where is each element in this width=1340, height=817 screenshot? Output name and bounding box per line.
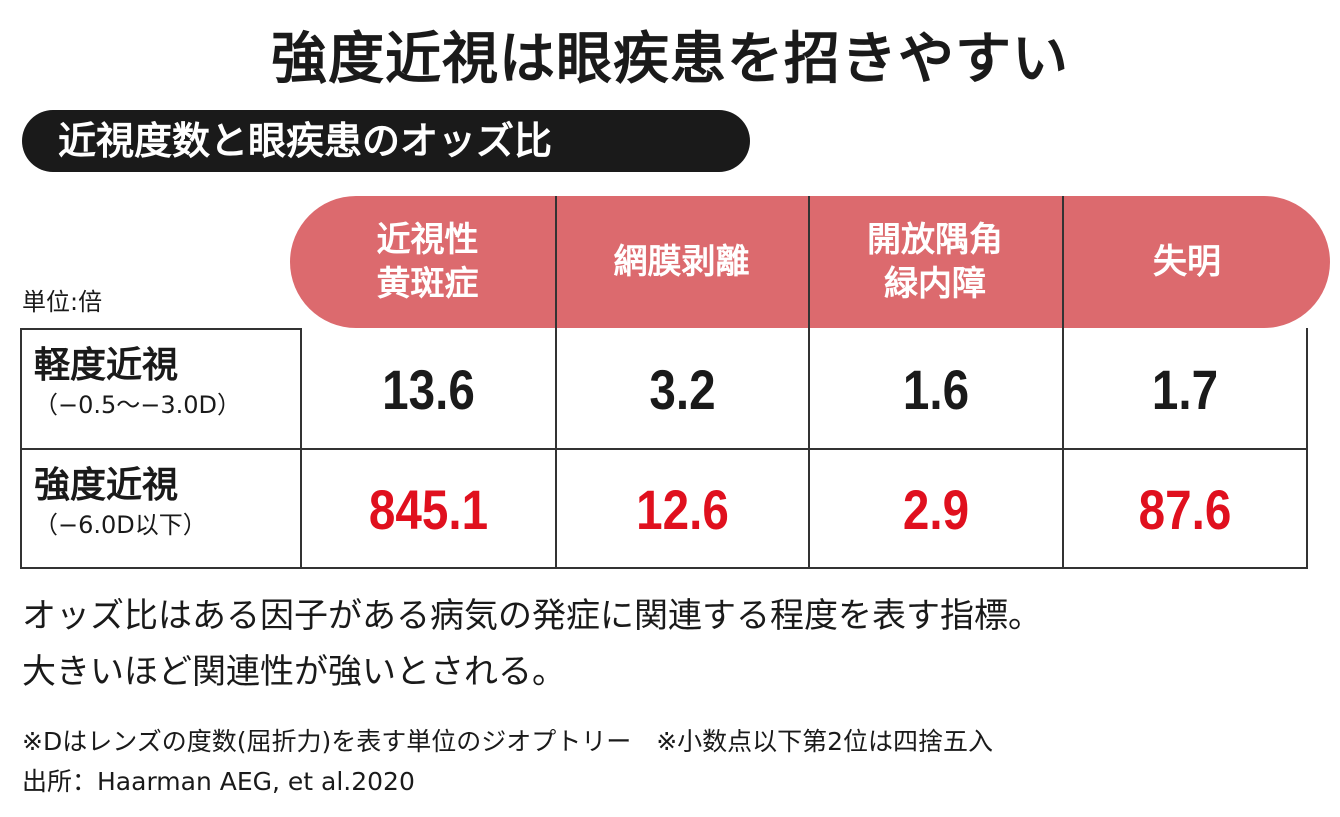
subtitle-banner: 近視度数と眼疾患のオッズ比: [22, 110, 750, 172]
row-label: 強度近視: [34, 465, 179, 506]
cell-value: 1.7: [1151, 357, 1219, 421]
column-header: 開放隅角 緑内障: [867, 220, 1003, 304]
page-title: 強度近視は眼疾患を招きやすい: [271, 27, 1069, 92]
footnote: ※Dはレンズの度数(屈折力)を表す単位のジオプトリー ※小数点以下第2位は四捨五…: [22, 727, 994, 756]
cell-value: 87.6: [1138, 477, 1232, 541]
row-label-mild: 軽度近視 （−0.5〜−3.0D）: [34, 344, 241, 422]
divider: [808, 196, 810, 568]
divider: [20, 328, 300, 330]
column-header: 失明: [1153, 242, 1221, 282]
row-sublabel: （−0.5〜−3.0D）: [34, 391, 242, 419]
source: 出所：Haarman AEG, et al.2020: [22, 767, 415, 796]
row-sublabel: （−6.0D以下）: [34, 511, 207, 539]
cell-value: 13.6: [382, 357, 475, 421]
unit-label: 単位:倍: [22, 288, 103, 316]
explanation-note: オッズ比はある因子がある病気の発症に関連する程度を表す指標。 大きいほど関連性が…: [22, 588, 1042, 700]
note-line: オッズ比はある因子がある病気の発症に関連する程度を表す指標。: [22, 596, 1042, 636]
divider: [20, 448, 1308, 450]
column-header: 近視性 黄斑症: [376, 220, 479, 304]
divider: [555, 196, 557, 568]
cell-value: 12.6: [636, 477, 729, 541]
divider: [20, 567, 1308, 569]
divider: [1062, 196, 1064, 568]
table-header-band: [290, 196, 1330, 328]
cell-value: 3.2: [649, 357, 716, 421]
column-header: 網膜剥離: [613, 242, 750, 282]
footnotes: ※Dはレンズの度数(屈折力)を表す単位のジオプトリー ※小数点以下第2位は四捨五…: [22, 722, 993, 802]
row-label: 軽度近視: [34, 345, 179, 386]
cell-value: 1.6: [902, 357, 970, 421]
cell-value: 2.9: [902, 477, 970, 541]
cell-value: 845.1: [368, 477, 489, 541]
note-line: 大きいほど関連性が強いとされる。: [22, 652, 566, 692]
row-label-high: 強度近視 （−6.0D以下）: [34, 464, 207, 542]
